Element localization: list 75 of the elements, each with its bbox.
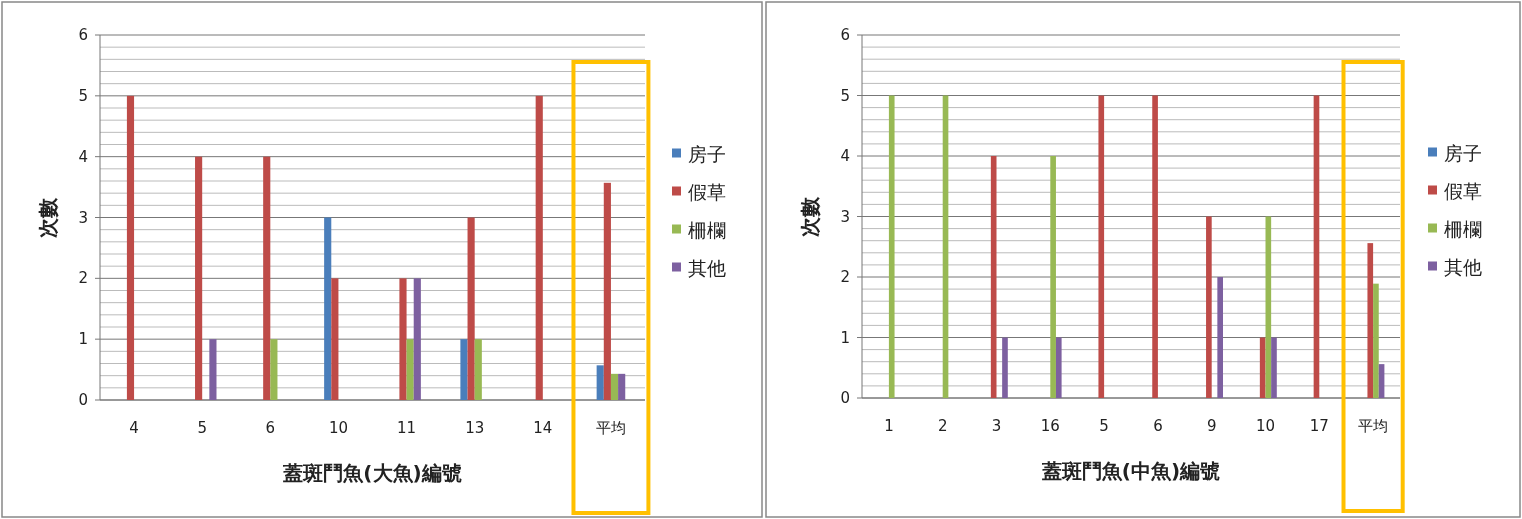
x-tick-label: 14	[533, 419, 553, 437]
bar	[406, 339, 414, 400]
bar	[324, 217, 332, 400]
bar	[1050, 156, 1056, 398]
bar	[990, 156, 997, 398]
bar	[1098, 95, 1105, 398]
x-tick-label: 平均	[1358, 417, 1389, 435]
y-tick-label: 0	[78, 391, 88, 409]
bar	[126, 95, 135, 400]
legend-label: 柵欄	[688, 218, 726, 241]
y-axis-title: 次數	[798, 195, 822, 237]
x-tick-label: 6	[1153, 417, 1163, 435]
y-tick-label: 4	[78, 147, 88, 166]
bar	[1055, 337, 1062, 398]
x-tick-label: 16	[1040, 417, 1060, 435]
y-tick-label: 3	[78, 208, 88, 227]
x-axis-title: 蓋斑鬥魚(中魚)編號	[1040, 459, 1221, 483]
bar	[195, 156, 203, 400]
bar	[888, 95, 895, 398]
x-tick-label: 17	[1309, 417, 1329, 435]
bar	[331, 278, 339, 400]
bar	[1259, 337, 1266, 398]
x-tick-label: 6	[265, 419, 276, 437]
y-tick-label: 4	[840, 147, 850, 165]
x-tick-label: 13	[465, 419, 485, 437]
x-tick-label: 10	[1255, 417, 1276, 435]
bar	[467, 217, 475, 400]
legend-label: 假草	[1444, 179, 1482, 202]
bar	[610, 373, 619, 400]
bar	[1152, 95, 1158, 398]
x-tick-label: 3	[991, 417, 1002, 435]
legend-label: 房子	[688, 142, 726, 165]
y-tick-label: 2	[840, 268, 850, 286]
legend-label: 假草	[688, 180, 726, 203]
bar	[413, 278, 421, 400]
y-tick-label: 1	[78, 330, 88, 349]
bar	[535, 95, 543, 400]
y-tick-label: 3	[840, 207, 850, 226]
bar	[1002, 337, 1008, 398]
y-tick-label: 5	[840, 86, 850, 105]
bar	[209, 339, 217, 400]
bar	[1206, 216, 1212, 398]
y-tick-label: 5	[78, 86, 88, 105]
x-tick-label: 5	[197, 419, 207, 437]
y-tick-label: 6	[78, 26, 88, 44]
y-tick-label: 1	[840, 328, 850, 347]
legend-label: 其他	[1444, 255, 1482, 278]
x-tick-label: 11	[397, 419, 417, 437]
bar	[474, 339, 482, 400]
bar	[460, 339, 468, 400]
y-tick-label: 2	[78, 269, 88, 288]
legend-label: 房子	[1444, 141, 1482, 164]
bar	[1217, 277, 1223, 398]
x-tick-label: 1	[884, 417, 894, 435]
bar	[399, 278, 407, 400]
x-tick-label: 平均	[595, 419, 626, 437]
bar	[618, 373, 626, 400]
bar	[263, 156, 271, 400]
bar	[596, 365, 604, 400]
legend-label: 柵欄	[1444, 217, 1482, 240]
x-axis-title: 蓋斑鬥魚(大魚)編號	[282, 461, 462, 485]
bar	[1367, 243, 1374, 398]
bar	[270, 339, 278, 400]
x-tick-label: 9	[1206, 417, 1217, 435]
x-tick-label: 5	[1099, 417, 1109, 435]
legend-label: 其他	[688, 256, 726, 279]
bar	[603, 182, 611, 400]
y-tick-label: 0	[840, 389, 850, 407]
y-axis-title: 次數	[36, 196, 60, 238]
y-tick-label: 6	[840, 26, 850, 44]
bar	[1373, 283, 1379, 398]
x-tick-label: 4	[129, 419, 139, 437]
x-tick-label: 10	[328, 419, 348, 437]
bar	[1271, 337, 1277, 398]
x-tick-label: 2	[937, 417, 948, 435]
